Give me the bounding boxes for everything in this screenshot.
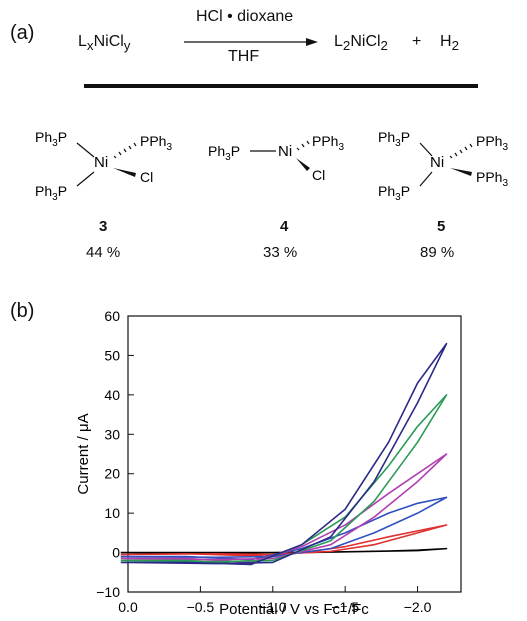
panel-b-label: (b): [10, 300, 35, 322]
complex-3-ll: Ph3P: [35, 183, 67, 203]
cv-series-5: [120, 342, 448, 566]
complex-5-ul: Ph3P: [378, 129, 410, 149]
cv-series-3: [120, 453, 448, 564]
compound-5-yield: 89 %: [420, 244, 455, 261]
complex-5-ll: Ph3P: [378, 183, 410, 203]
compound-4-id: 4: [280, 218, 289, 235]
complex-3-ur: PPh3: [140, 133, 172, 153]
plot-frame: [127, 315, 462, 593]
complex-5-ni: Ni: [430, 154, 444, 171]
divider-rule: [84, 84, 478, 88]
y-tick-label: 50: [104, 347, 120, 363]
reactant-NiCl: NiCl: [93, 33, 124, 50]
product1-sub: 2: [342, 38, 351, 54]
complex-5-ur: PPh3: [476, 133, 508, 153]
x-axis-label: Potential / V vs Fc⁺/Fc: [219, 601, 369, 618]
panel-a-label: (a): [10, 22, 35, 44]
product-1: L2NiCl2: [334, 33, 388, 53]
cv-series-1: [120, 524, 448, 557]
y-tick-label: 0: [112, 545, 120, 561]
reagent-below: THF: [228, 48, 260, 65]
complex-structures: Ph3P Ni PPh3 Ph3P Cl Ph3P Ni PPh3 Cl P: [35, 129, 508, 203]
complex-4-ur: PPh3: [312, 133, 344, 153]
x-tick-label: −1.0: [259, 599, 287, 615]
complex-3-ni: Ni: [94, 154, 108, 171]
x-tick-label: −2.0: [404, 599, 432, 615]
y-tick-label: −10: [96, 584, 120, 600]
product1-NiCl: NiCl: [350, 33, 381, 50]
reagent-above: HCl • dioxane: [196, 8, 294, 25]
reaction-arrow: [184, 38, 318, 46]
compound-3-id: 3: [99, 218, 108, 235]
complex-4-ni: Ni: [278, 143, 292, 160]
x-tick-label: −0.5: [187, 599, 215, 615]
reactant-sub-x: x: [86, 38, 94, 54]
x-tick-label: 0.0: [118, 599, 138, 615]
series-layer: [120, 342, 448, 566]
product1-sub2: 2: [380, 38, 388, 54]
complex-4-structure: Ph3P Ni PPh3 Cl: [208, 133, 344, 183]
reactant-L: L: [78, 33, 87, 50]
product-2: H2: [440, 33, 459, 53]
cv-series-2: [120, 496, 448, 561]
y-tick-label: 10: [104, 505, 120, 521]
x-tick-label: −1.5: [331, 599, 359, 615]
complex-5-lr: PPh3: [476, 169, 508, 189]
plus-sign: +: [412, 33, 422, 50]
y-tick-label: 40: [104, 387, 120, 403]
reactant-sub-y: y: [123, 38, 131, 54]
cv-series-0: [120, 547, 448, 554]
complex-3-structure: Ph3P Ni PPh3 Ph3P Cl: [35, 129, 172, 203]
x-axis-ticks: 0.0 −0.5 −1.0 −1.5 −2.0: [118, 586, 432, 615]
y-axis-ticks: −10 0 10 20 30 40 50 60: [96, 308, 134, 600]
complex-3-lr: Cl: [140, 169, 153, 185]
product2-sub: 2: [451, 38, 459, 54]
y-axis-label: Current / μA: [75, 413, 92, 494]
y-tick-label: 30: [104, 426, 120, 442]
complex-4-left: Ph3P: [208, 143, 240, 163]
product2-H: H: [440, 33, 452, 50]
complex-3-ul: Ph3P: [35, 129, 67, 149]
complex-5-structure: Ph3P Ni PPh3 Ph3P PPh3: [378, 129, 508, 203]
product1-L: L: [334, 33, 343, 50]
y-tick-label: 60: [104, 308, 120, 324]
compound-5-id: 5: [437, 218, 446, 235]
complex-4-lr: Cl: [312, 167, 325, 183]
compound-4-yield: 33 %: [263, 244, 298, 261]
compound-3-yield: 44 %: [86, 244, 121, 261]
cv-chart: 0.0 −0.5 −1.0 −1.5 −2.0 −10 0 10 20 30 40 50 60 Pot…: [75, 308, 462, 618]
reactant: LxNiCly: [78, 33, 130, 53]
y-tick-label: 20: [104, 466, 120, 482]
